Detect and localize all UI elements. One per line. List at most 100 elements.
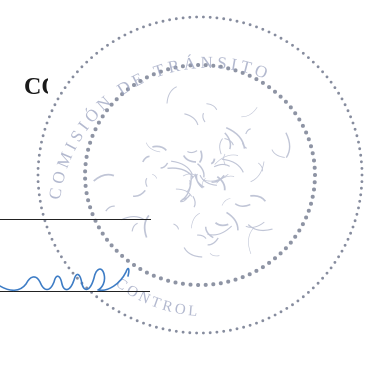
seal-dot — [321, 276, 324, 280]
seal-emblem-stroke — [285, 132, 291, 158]
seal-dot — [168, 18, 172, 22]
seal-dot — [360, 186, 363, 190]
seal-dot — [138, 267, 143, 271]
seal-dot — [311, 60, 315, 64]
seal-dot — [273, 256, 277, 261]
seal-emblem-stroke — [241, 141, 247, 149]
seal-dot — [229, 328, 232, 332]
seal-dot — [96, 120, 101, 125]
seal-dot — [226, 279, 231, 284]
seal-dot — [132, 83, 136, 87]
seal-emblem-stroke — [221, 158, 244, 173]
seal-dot — [353, 127, 357, 131]
seal-dot — [50, 237, 54, 241]
seal-dot — [355, 212, 359, 216]
seal-emblem-stroke — [182, 173, 196, 177]
seal-dot — [273, 89, 277, 94]
seal-dot — [307, 56, 310, 59]
seal-dot — [288, 105, 293, 110]
seal-dot — [100, 231, 105, 236]
seal-dot — [100, 299, 104, 303]
seal-emblem-stroke — [214, 154, 239, 165]
seal-dot — [312, 180, 317, 185]
seal-dot — [37, 153, 41, 157]
seal-dot — [267, 85, 272, 90]
seal-outer-dot-ring — [36, 15, 364, 335]
seal-emblem-stroke — [173, 223, 179, 230]
seal-dot — [233, 68, 238, 73]
seal-emblem-stroke — [245, 221, 265, 228]
seal-dot — [155, 325, 158, 329]
seal-dot — [158, 276, 163, 281]
seal-emblem-stroke — [183, 247, 203, 258]
seal-dot — [123, 33, 127, 37]
seal-dot — [148, 323, 152, 327]
seal-dot — [95, 295, 99, 299]
seal-dot — [346, 237, 350, 241]
seal-dot — [329, 266, 333, 270]
seal-emblem-stroke — [132, 189, 146, 198]
seal-dot — [40, 206, 43, 210]
seal-dot — [255, 25, 258, 29]
seal-dot — [261, 319, 265, 323]
seal-dot — [325, 271, 329, 275]
seal-dot — [67, 80, 71, 84]
seal-dot — [45, 121, 49, 125]
seal-dot — [267, 260, 272, 265]
seal-inner-dot-ring — [83, 63, 317, 287]
seal-dot — [120, 92, 125, 97]
seal-dot — [60, 91, 63, 95]
seal-dot — [285, 40, 289, 43]
seal-dot — [158, 69, 163, 74]
seal-emblem-stroke — [199, 174, 217, 186]
seal-dot — [117, 310, 121, 314]
seal-emblem-stroke — [213, 163, 230, 168]
seal-dot — [248, 23, 252, 27]
seal-dot — [202, 15, 205, 19]
seal-emblem-stroke — [206, 103, 218, 111]
seal-dot — [43, 127, 47, 131]
seal-dot — [242, 325, 246, 329]
seal-dot — [337, 255, 340, 259]
seal-dot — [148, 23, 152, 27]
seal-dot — [346, 109, 350, 113]
seal-dot — [138, 79, 143, 83]
seal-dot — [296, 299, 300, 303]
seal-dot — [180, 281, 185, 286]
seal-emblem-stroke — [245, 128, 251, 135]
seal-dot — [310, 194, 315, 199]
seal-dot — [296, 47, 300, 51]
seal-dot — [144, 75, 149, 80]
seal-dot — [222, 329, 226, 333]
seal-dot — [76, 276, 79, 280]
seal-dot — [63, 261, 67, 264]
seal-dot — [181, 330, 185, 334]
seal-dot — [316, 281, 320, 285]
seal-dot — [83, 183, 88, 188]
handwritten-signature — [0, 262, 140, 298]
seal-dot — [358, 147, 362, 151]
seal-dot — [357, 140, 360, 144]
seal-dot — [125, 258, 130, 263]
seal-dot — [203, 63, 208, 68]
seal-dot — [291, 303, 294, 307]
seal-dot — [351, 121, 355, 125]
seal-dot — [301, 51, 305, 55]
seal-dot — [357, 206, 360, 210]
seal-emblem-stroke — [93, 173, 115, 182]
seal-dot — [36, 167, 40, 170]
seal-emblem-stroke — [224, 132, 232, 150]
seal-dot — [161, 19, 165, 23]
seal-dot — [208, 15, 212, 19]
seal-dot — [218, 64, 223, 69]
seal-dot — [88, 140, 93, 145]
seal-dot — [90, 56, 93, 59]
seal-center-emblem — [93, 86, 291, 258]
seal-dot — [123, 313, 127, 317]
seal-dot — [151, 273, 156, 278]
seal-dot — [36, 180, 40, 184]
seal-dot — [195, 15, 199, 19]
seal-dot — [340, 249, 344, 253]
seal-dot — [188, 282, 193, 287]
seal-dot — [312, 165, 317, 170]
